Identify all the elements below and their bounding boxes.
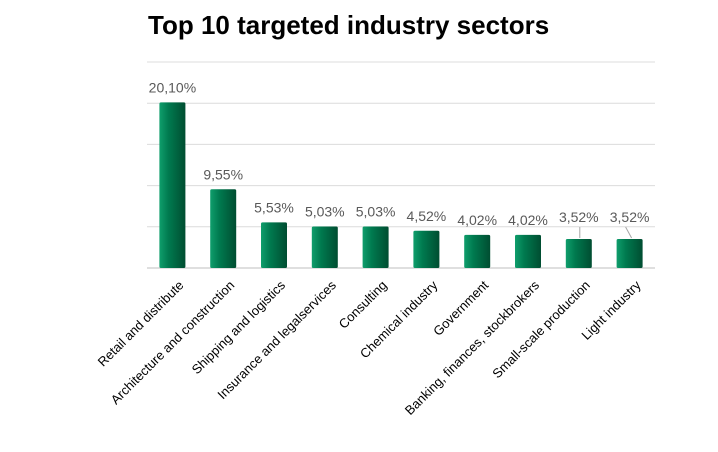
data-labels: 20,10% 9,55% 5,53% 5,03% 5,03% 4,52% 4,02% 4,02… — [149, 79, 650, 239]
data-label: 4,52% — [407, 208, 447, 224]
bar — [261, 222, 287, 268]
data-label: 9,55% — [203, 166, 243, 182]
data-label: 5,53% — [254, 199, 294, 215]
data-label: 3,52% — [559, 209, 599, 225]
category-label: Small-scale production — [489, 278, 593, 382]
data-label: 3,52% — [610, 209, 650, 225]
data-label: 4,02% — [508, 212, 548, 228]
chart-title: Top 10 targeted industry sectors — [148, 10, 550, 40]
data-label: 4,02% — [457, 212, 497, 228]
bar — [159, 102, 186, 268]
bar — [565, 238, 592, 268]
bar — [515, 234, 541, 268]
label-leader-line — [625, 226, 633, 239]
bar — [616, 238, 643, 268]
bar — [464, 234, 491, 268]
bar — [210, 189, 237, 268]
bar — [362, 226, 389, 268]
bar — [311, 226, 338, 268]
bar — [413, 230, 440, 268]
category-label: Retail and distribute — [95, 278, 187, 370]
category-label: Consulting — [336, 278, 390, 332]
bars — [159, 102, 643, 268]
category-label: Shipping and logistics — [189, 277, 289, 377]
data-label: 5,03% — [305, 204, 345, 220]
data-label: 5,03% — [356, 204, 396, 220]
data-label: 20,10% — [149, 79, 196, 95]
